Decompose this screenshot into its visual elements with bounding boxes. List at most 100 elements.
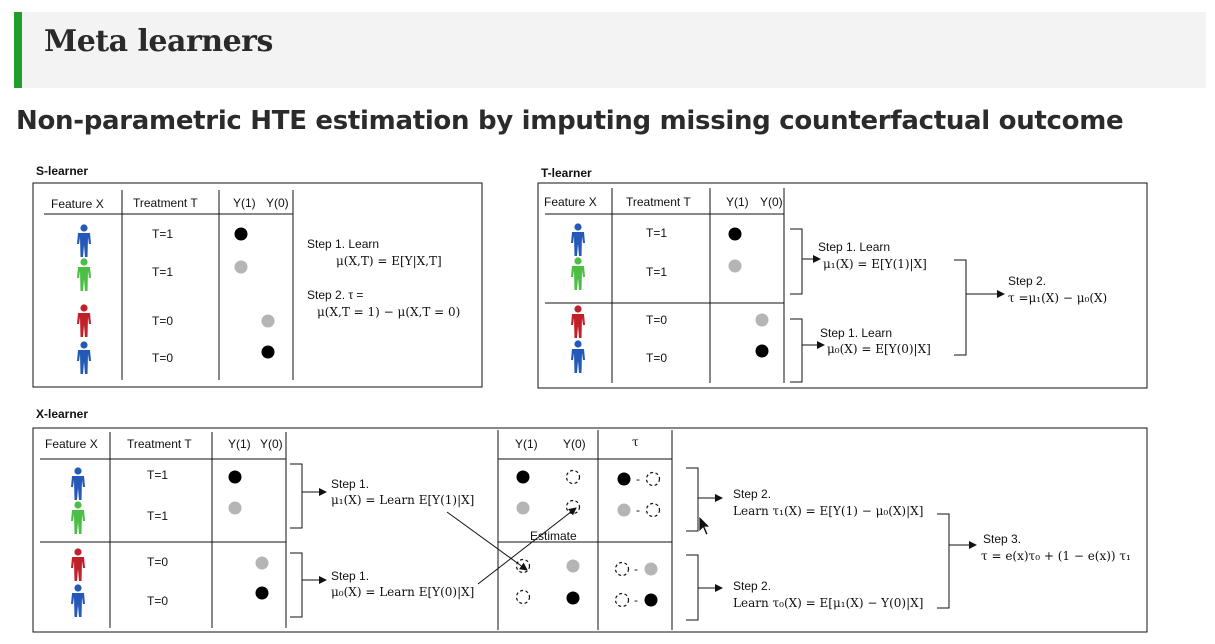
- person-head: [74, 584, 82, 592]
- x-step2b-title: Step 2.: [733, 579, 771, 593]
- estimate-label: Estimate: [530, 529, 577, 543]
- observed-outcome-dot: [516, 470, 530, 484]
- s-row-t: T=0: [152, 314, 173, 328]
- tau-minus: -: [636, 503, 640, 517]
- missing-outcome-dot: [755, 313, 769, 327]
- imputed-outcome-dot: [645, 471, 661, 487]
- x2-col-y1: Y(1): [515, 437, 538, 451]
- imputed-outcome-dot: [614, 561, 630, 577]
- t-col-treatment: Treatment T: [626, 195, 691, 209]
- observed-outcome-dot: [234, 227, 248, 241]
- person-body: [77, 350, 91, 374]
- imputed-outcome-dot: [515, 589, 531, 605]
- s-col-y1: Y(1): [233, 196, 256, 210]
- person-head: [74, 548, 82, 556]
- t-row-t: T=0: [646, 351, 667, 365]
- person-body: [571, 266, 585, 290]
- x-step2a-formula: Learn τ₁(X) = E[Y(1) − μ₀(X)|X]: [733, 504, 923, 518]
- s-col-treatment: Treatment T: [133, 196, 198, 210]
- x-step1a-formula: μ₁(X) = Learn E[Y(1)|X]: [331, 493, 474, 507]
- bracket: [290, 552, 303, 618]
- tau-minus: -: [634, 562, 638, 576]
- person-icon: [77, 224, 91, 257]
- t-step2-formula: τ =μ₁(X) − μ₀(X): [1008, 291, 1107, 305]
- x-col-y0: Y(0): [260, 437, 283, 451]
- mouse-cursor-icon: [698, 515, 711, 536]
- x-step2a-title: Step 2.: [733, 487, 771, 501]
- person-body: [77, 233, 91, 257]
- person-body: [571, 349, 585, 373]
- missing-outcome-dot: [728, 259, 742, 273]
- s-learner-label: S-learner: [36, 164, 88, 178]
- person-head: [574, 305, 582, 313]
- slide-subtitle: Non-parametric HTE estimation by imputin…: [16, 106, 1124, 136]
- person-icon: [571, 305, 585, 338]
- person-body: [71, 510, 85, 534]
- person-icon: [71, 501, 85, 534]
- observed-outcome-dot: [755, 344, 769, 358]
- person-head: [74, 467, 82, 475]
- bracket: [790, 228, 803, 295]
- x-learner-label: X-learner: [36, 407, 88, 421]
- x-step3-title: Step 3.: [983, 532, 1021, 546]
- bracket: [790, 318, 803, 383]
- bracket: [937, 513, 950, 609]
- missing-outcome-dot: [516, 501, 530, 515]
- bracket: [686, 554, 699, 621]
- person-body: [71, 476, 85, 500]
- title-accent: [14, 12, 22, 88]
- t-step1b-title: Step 1. Learn: [820, 326, 892, 340]
- person-icon: [77, 341, 91, 374]
- x-col-treatment: Treatment T: [127, 437, 192, 451]
- observed-outcome-dot: [728, 227, 742, 241]
- estimate-arrow: [446, 511, 528, 571]
- t-step1b-formula: μ₀(X) = E[Y(0)|X]: [827, 342, 931, 356]
- observed-outcome-dot: [255, 586, 269, 600]
- t-step1a-title: Step 1. Learn: [818, 240, 890, 254]
- person-body: [571, 232, 585, 256]
- slide-title: Meta learners: [44, 24, 273, 59]
- x-col-y1: Y(1): [228, 437, 251, 451]
- missing-outcome-dot: [617, 503, 631, 517]
- t-step1a-formula: μ₁(X) = E[Y(1)|X]: [823, 257, 927, 271]
- t-col-feature: Feature X: [544, 195, 597, 209]
- x-step1a-title: Step 1.: [331, 477, 369, 491]
- imputed-outcome-dot: [645, 502, 661, 518]
- s-step2-title: Step 2. τ =: [307, 288, 363, 302]
- missing-outcome-dot: [566, 559, 580, 573]
- person-body: [71, 593, 85, 617]
- x-row-t: T=1: [147, 509, 168, 523]
- person-body: [571, 314, 585, 338]
- x-step1b-formula: μ₀(X) = Learn E[Y(0)|X]: [331, 585, 474, 599]
- x-col-feature: Feature X: [45, 437, 98, 451]
- imputed-outcome-dot: [515, 558, 531, 574]
- tau-minus: -: [634, 593, 638, 607]
- person-icon: [71, 548, 85, 581]
- person-head: [80, 258, 88, 266]
- x-step1b-title: Step 1.: [331, 569, 369, 583]
- person-icon: [77, 304, 91, 337]
- x2-col-tau: τ: [632, 435, 639, 449]
- t-col-y0: Y(0): [760, 195, 783, 209]
- estimate-arrow: [477, 507, 577, 585]
- observed-outcome-dot: [566, 591, 580, 605]
- missing-outcome-dot: [644, 562, 658, 576]
- person-head: [74, 501, 82, 509]
- person-icon: [71, 467, 85, 500]
- x-learner-box: [32, 427, 1148, 633]
- bracket: [954, 259, 967, 356]
- x-step3-formula: τ = e(x)τ₀ + (1 − e(x)) τ₁: [981, 549, 1131, 563]
- tau-minus: -: [636, 472, 640, 486]
- missing-outcome-dot: [261, 314, 275, 328]
- s-learner-box: [32, 182, 483, 388]
- person-head: [80, 224, 88, 232]
- s-step1-title: Step 1. Learn: [307, 237, 379, 251]
- person-body: [71, 557, 85, 581]
- person-body: [77, 267, 91, 291]
- s-col-feature: Feature X: [51, 197, 104, 211]
- t-col-y1: Y(1): [726, 195, 749, 209]
- missing-outcome-dot: [234, 260, 248, 274]
- s-col-y0: Y(0): [266, 196, 289, 210]
- person-icon: [571, 223, 585, 256]
- person-head: [574, 340, 582, 348]
